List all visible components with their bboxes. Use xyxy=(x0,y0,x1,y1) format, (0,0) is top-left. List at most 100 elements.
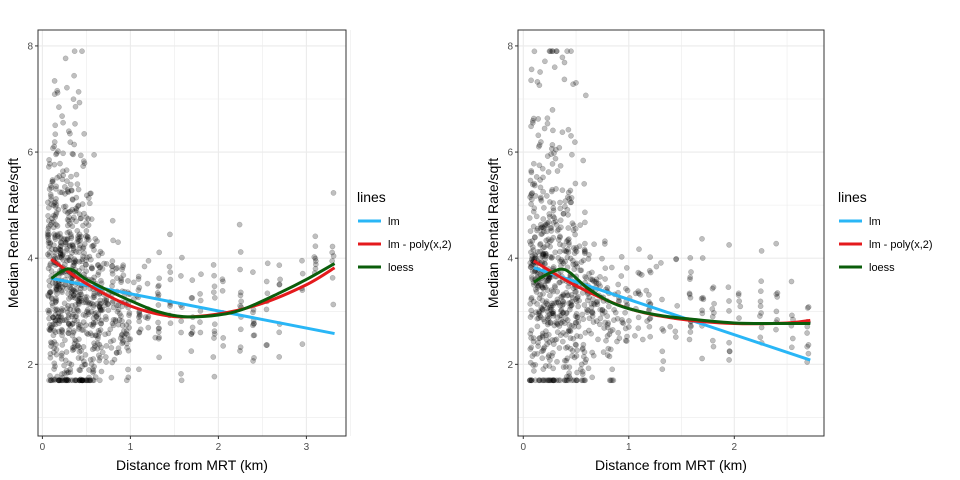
data-point xyxy=(65,369,72,376)
data-point xyxy=(48,343,54,350)
data-point xyxy=(74,305,80,312)
data-point xyxy=(572,313,579,319)
y-tick-label: 2 xyxy=(27,360,33,371)
data-point xyxy=(105,301,111,308)
data-point xyxy=(550,310,557,317)
data-point xyxy=(65,314,72,321)
data-point xyxy=(531,298,537,305)
data-point xyxy=(570,222,577,228)
data-point xyxy=(57,230,63,237)
data-point xyxy=(56,104,62,110)
data-point xyxy=(528,344,535,351)
data-point xyxy=(534,315,541,322)
data-point xyxy=(606,303,612,310)
data-point xyxy=(72,337,78,343)
data-point xyxy=(47,289,53,296)
data-point xyxy=(69,150,76,157)
data-point xyxy=(45,225,52,232)
data-point xyxy=(573,244,580,251)
data-point xyxy=(560,310,567,316)
data-point xyxy=(626,324,632,330)
scatter-points xyxy=(526,48,812,384)
data-point xyxy=(90,321,97,327)
x-tick-label: 2 xyxy=(216,442,222,453)
data-point xyxy=(66,320,72,327)
data-point xyxy=(579,371,586,377)
data-point xyxy=(64,246,70,252)
data-point xyxy=(95,311,102,318)
data-point xyxy=(84,307,91,313)
data-point xyxy=(589,374,596,381)
data-point xyxy=(76,326,82,332)
data-point xyxy=(565,328,572,335)
data-point xyxy=(571,323,578,330)
data-point xyxy=(526,377,533,384)
data-point xyxy=(57,250,64,257)
data-point xyxy=(93,332,99,339)
data-point xyxy=(250,309,256,316)
data-point xyxy=(49,302,56,309)
data-point xyxy=(62,261,68,268)
data-point xyxy=(535,377,542,384)
data-point xyxy=(144,280,151,287)
data-point xyxy=(637,270,643,277)
data-point xyxy=(156,249,162,256)
data-point xyxy=(330,190,337,196)
data-point xyxy=(82,361,89,368)
data-point xyxy=(46,310,52,316)
data-point xyxy=(572,180,579,187)
data-point xyxy=(582,240,588,247)
data-point xyxy=(83,299,89,306)
data-point xyxy=(79,363,85,370)
data-point xyxy=(529,268,536,275)
data-point xyxy=(788,278,795,285)
data-point xyxy=(575,318,582,325)
data-point xyxy=(547,357,553,363)
data-point xyxy=(562,377,569,384)
data-point xyxy=(62,377,69,384)
data-point xyxy=(52,321,59,328)
data-point xyxy=(536,335,543,342)
data-point xyxy=(62,357,69,364)
data-point xyxy=(98,300,104,307)
data-point xyxy=(90,369,96,376)
data-point xyxy=(51,78,58,84)
data-point xyxy=(552,337,558,343)
data-point xyxy=(54,283,61,289)
data-point xyxy=(547,320,554,327)
data-point xyxy=(543,298,550,305)
data-point xyxy=(546,339,553,346)
data-point xyxy=(90,323,96,329)
data-point xyxy=(70,292,77,298)
data-point xyxy=(550,350,556,356)
data-point xyxy=(535,339,541,346)
data-point xyxy=(528,307,535,314)
data-point xyxy=(711,309,717,316)
loess-line xyxy=(50,262,336,319)
data-point xyxy=(578,361,585,368)
data-point xyxy=(53,285,59,291)
data-point xyxy=(98,368,105,375)
data-point xyxy=(73,205,79,212)
data-point xyxy=(125,278,131,284)
data-point xyxy=(544,287,551,293)
data-point xyxy=(547,319,554,326)
data-point xyxy=(566,364,573,371)
data-point xyxy=(646,267,653,274)
data-point xyxy=(120,339,126,345)
data-point xyxy=(541,282,548,289)
data-point xyxy=(558,307,565,313)
data-point xyxy=(81,377,87,384)
data-point xyxy=(71,340,78,347)
data-point xyxy=(551,341,557,347)
data-point xyxy=(546,315,552,321)
data-point xyxy=(758,310,764,316)
data-point xyxy=(709,285,716,292)
data-point xyxy=(527,314,534,320)
data-point xyxy=(115,239,121,245)
data-point xyxy=(566,373,572,379)
data-point xyxy=(197,291,203,297)
data-point xyxy=(97,248,104,255)
data-point xyxy=(562,258,568,265)
